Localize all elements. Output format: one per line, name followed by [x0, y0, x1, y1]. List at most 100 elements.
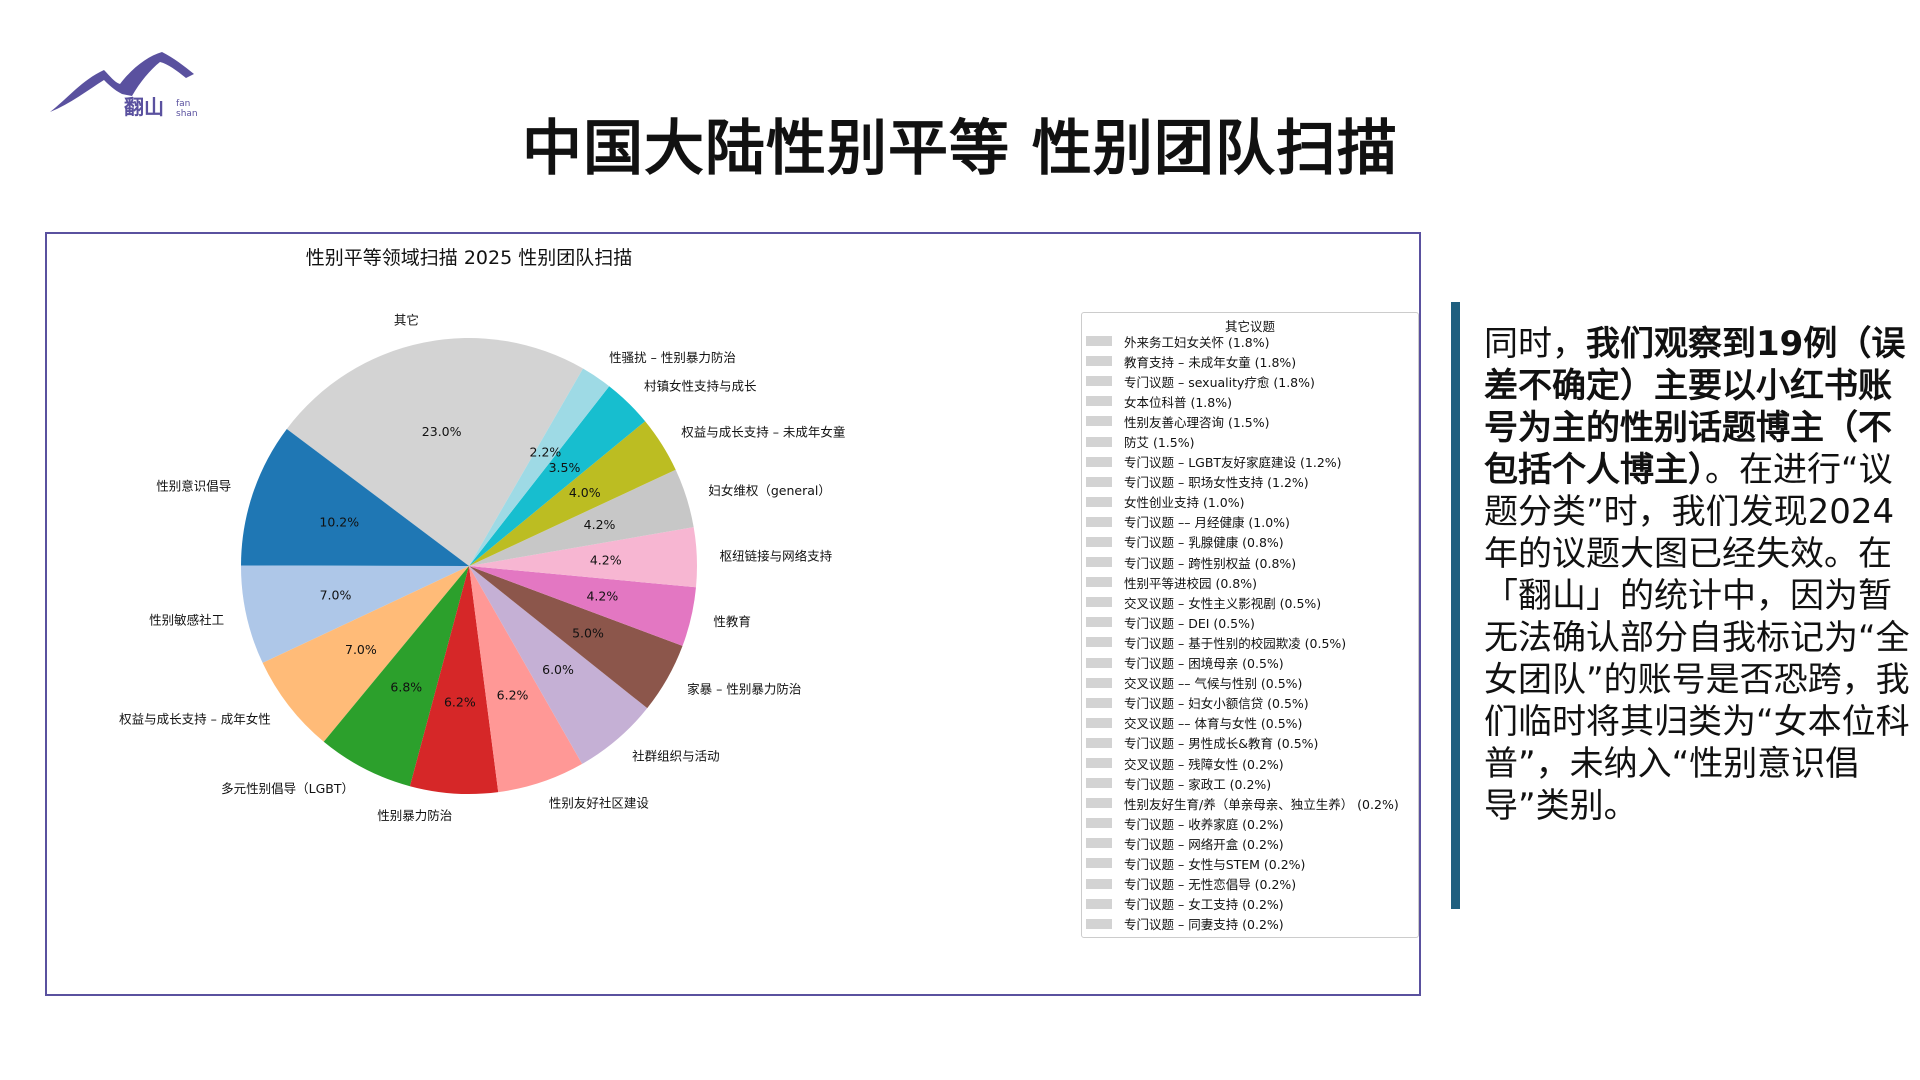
legend-item: 专门议题 – 收养家庭 (0.2%) [1082, 813, 1418, 833]
legend-swatch [1086, 456, 1112, 467]
legend-swatch [1086, 637, 1112, 648]
legend-item: 专门议题 – sexuality疗愈 (1.8%) [1082, 371, 1418, 391]
side-note-highlight: 我们观察到19例（误差不确定）主要以小红书账号为主的性别话题博主（不包括个人博主… [1484, 324, 1906, 490]
legend-swatch [1086, 898, 1112, 909]
pie-chart: 性别平等领域扫描 2025 性别团队扫描 其它性别意识倡导性别敏感社工权益与成长… [119, 247, 845, 823]
slice-category-label: 权益与成长支持 – 成年女性 [119, 712, 271, 727]
legend-item: 专门议题 – 妇女小额信贷 (0.5%) [1082, 693, 1418, 713]
legend-title: 其它议题 [1224, 319, 1275, 334]
chart-title: 性别平等领域扫描 2025 性别团队扫描 [306, 247, 632, 269]
pie-slice [469, 566, 648, 764]
pie-slice [469, 386, 646, 566]
legend-swatch [1086, 536, 1112, 547]
slice-category-label: 性别暴力防治 [377, 808, 452, 823]
pie-slice [469, 527, 698, 588]
pie-slice [241, 565, 469, 663]
slice-percent-label: 4.2% [586, 589, 618, 604]
slice-percent-label: 2.2% [530, 445, 562, 460]
legend-item: 专门议题 – 无性恋倡导 (0.2%) [1082, 874, 1418, 894]
legend-item: 专门议题 – 女工支持 (0.2%) [1082, 894, 1418, 914]
legend-label: 交叉议题 –– 体育与女性 (0.5%) [1124, 716, 1303, 732]
slice-percent-label: 7.0% [345, 642, 377, 657]
legend-swatch [1086, 476, 1112, 487]
legend-swatch [1086, 577, 1112, 588]
slice-category-label: 性骚扰 – 性别暴力防治 [609, 350, 736, 365]
pie-slice [469, 566, 697, 646]
legend-item: 专门议题 – 跨性别权益 (0.8%) [1082, 552, 1418, 572]
legend-swatch [1086, 376, 1112, 387]
legend-item: 交叉议题 – 残障女性 (0.2%) [1082, 753, 1418, 773]
legend-swatch [1086, 677, 1112, 688]
legend-item: 专门议题 – 网络开盒 (0.2%) [1082, 833, 1418, 853]
pie-slice [241, 428, 469, 566]
legend-swatch [1086, 336, 1112, 347]
legend-label: 外来务工妇女关怀 (1.8%) [1124, 334, 1270, 350]
legend-label: 交叉议题 –– 气候与性别 (0.5%) [1124, 676, 1303, 692]
legend-item: 教育支持 – 未成年女童 (1.8%) [1082, 351, 1418, 371]
legend-label: 专门议题 –– 月经健康 (1.0%) [1124, 515, 1290, 531]
slide-title: 中国大陆性别平等 性别团队扫描 [522, 114, 1398, 184]
legend-swatch [1086, 858, 1112, 869]
legend-swatch [1086, 416, 1112, 427]
pie-slice [469, 368, 610, 566]
pie-slice [469, 566, 683, 709]
legend-item: 性别平等进校园 (0.8%) [1082, 572, 1418, 592]
slice-percent-label: 23.0% [422, 424, 462, 439]
legend-label: 专门议题 – 职场女性支持 (1.2%) [1124, 475, 1309, 491]
legend-label: 专门议题 – 男性成长&教育 (0.5%) [1124, 736, 1319, 752]
slice-percent-label: 3.5% [549, 460, 581, 475]
legend-item: 女本位科普 (1.8%) [1082, 391, 1418, 411]
side-note: 同时，我们观察到19例（误差不确定）主要以小红书账号为主的性别话题博主（不包括个… [1484, 323, 1914, 827]
legend-item: 专门议题 – 困境母亲 (0.5%) [1082, 653, 1418, 673]
legend-label: 性别平等进校园 (0.8%) [1124, 575, 1257, 591]
legend-label: 女性创业支持 (1.0%) [1124, 495, 1245, 511]
legend-item: 专门议题 – 家政工 (0.2%) [1082, 773, 1418, 793]
legend-label: 交叉议题 – 残障女性 (0.2%) [1124, 756, 1284, 772]
legend-item: 专门议题 – 男性成长&教育 (0.5%) [1082, 733, 1418, 753]
legend-label: 专门议题 – 乳腺健康 (0.8%) [1124, 535, 1284, 551]
legend-label: 专门议题 – 女工支持 (0.2%) [1124, 897, 1284, 913]
slice-category-label: 性教育 [713, 614, 751, 629]
pie-slice [409, 566, 499, 794]
legend-item: 交叉议题 –– 体育与女性 (0.5%) [1082, 713, 1418, 733]
accent-bar [1451, 302, 1460, 909]
pie-slice [262, 566, 469, 742]
legend-swatch [1086, 838, 1112, 849]
chart-frame: 性别平等领域扫描 2025 性别团队扫描 其它 性别意识倡导 性别敏感社工 权益与成长… [45, 232, 1421, 996]
legend-item: 专门议题 – 基于性别的校园欺凌 (0.5%) [1082, 632, 1418, 652]
slice-category-label: 权益与成长支持 – 未成年女童 [681, 424, 845, 439]
legend-label: 专门议题 – 妇女小额信贷 (0.5%) [1124, 696, 1309, 712]
legend-item: 性别友好生育/养（单亲母亲、独立生养） (0.2%) [1082, 793, 1418, 813]
legend-label: 专门议题 – DEI (0.5%) [1124, 615, 1255, 631]
legend-label: 专门议题 – LGBT友好家庭建设 (1.2%) [1124, 455, 1342, 471]
side-note-part1: 同时， [1484, 324, 1586, 364]
slice-percent-label: 5.0% [572, 625, 604, 640]
slice-percent-label: 6.2% [444, 694, 476, 709]
legend-label: 女本位科普 (1.8%) [1124, 394, 1232, 410]
legend-label: 专门议题 – 困境母亲 (0.5%) [1124, 656, 1284, 672]
slice-percent-label: 4.0% [569, 485, 601, 500]
legend-label: 专门议题 – 网络开盒 (0.2%) [1124, 836, 1284, 852]
slice-category-label: 其它 [394, 312, 419, 327]
legend-swatch [1086, 516, 1112, 527]
slice-percent-label: 6.2% [497, 688, 529, 703]
legend-swatch [1086, 436, 1112, 447]
slice-percent-label: 4.2% [584, 517, 616, 532]
legend-item: 交叉议题 –– 气候与性别 (0.5%) [1082, 673, 1418, 693]
pie-slice [469, 469, 694, 566]
slice-category-label: 多元性别倡导（LGBT） [221, 781, 354, 796]
legend-swatch [1086, 557, 1112, 568]
slice-category-label: 性别意识倡导 [156, 478, 231, 493]
legend-label: 专门议题 – 基于性别的校园欺凌 (0.5%) [1124, 635, 1347, 651]
slice-percent-label: 6.0% [542, 662, 574, 677]
legend-swatch [1086, 778, 1112, 789]
legend-label: 专门议题 – 同妻支持 (0.2%) [1124, 917, 1284, 933]
mountain-logo-icon [50, 52, 194, 112]
legend-item: 专门议题 – 职场女性支持 (1.2%) [1082, 472, 1418, 492]
legend-item: 女性创业支持 (1.0%) [1082, 492, 1418, 512]
pie-slice [469, 566, 583, 793]
legend-swatch [1086, 798, 1112, 809]
legend-swatch [1086, 878, 1112, 889]
legend-label: 专门议题 – 女性与STEM (0.2%) [1124, 856, 1306, 872]
slice-percent-label: 7.0% [320, 588, 352, 603]
